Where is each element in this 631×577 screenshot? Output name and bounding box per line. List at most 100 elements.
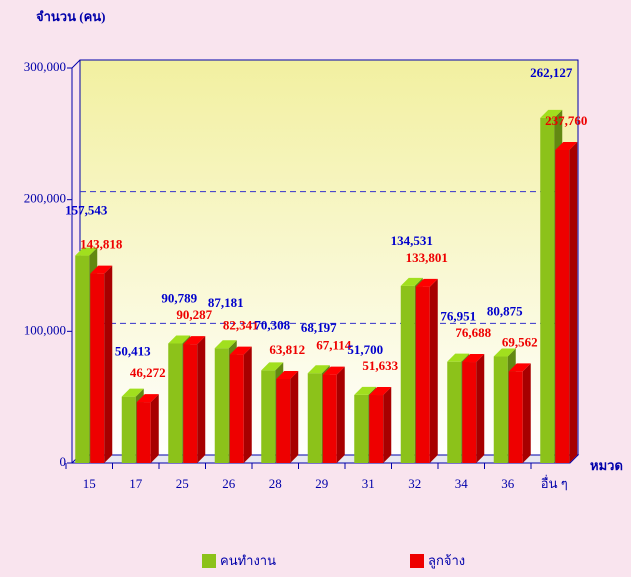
x-tick-label: 31 bbox=[362, 476, 375, 491]
value-label: 46,272 bbox=[130, 365, 166, 380]
legend-swatch bbox=[410, 554, 424, 568]
y-axis-label: จำนวน (คน) bbox=[36, 9, 105, 24]
bar bbox=[447, 361, 462, 463]
bar-top bbox=[508, 363, 531, 372]
value-label: 68,197 bbox=[301, 320, 337, 335]
bar-top bbox=[136, 394, 159, 403]
bar-top bbox=[276, 370, 299, 379]
bar bbox=[168, 343, 183, 463]
bar-top bbox=[90, 265, 113, 274]
x-tick-label: 26 bbox=[222, 476, 236, 491]
bar bbox=[136, 402, 151, 463]
bar-top bbox=[462, 354, 485, 363]
legend-label: คนทำงาน bbox=[220, 553, 276, 568]
bar-side bbox=[197, 336, 206, 463]
x-tick-label: 36 bbox=[501, 476, 515, 491]
bar-side bbox=[476, 354, 485, 463]
x-axis-label: หมวด bbox=[590, 458, 623, 473]
x-tick-label: 17 bbox=[129, 476, 143, 491]
x-tick-label: อื่น ๆ bbox=[541, 475, 568, 491]
bar-top bbox=[369, 387, 392, 396]
bar bbox=[415, 286, 430, 463]
bar-side bbox=[150, 394, 159, 463]
value-label: 157,543 bbox=[65, 203, 108, 218]
value-label: 76,688 bbox=[455, 325, 491, 340]
bar-top bbox=[307, 365, 330, 374]
bar-top bbox=[229, 346, 252, 355]
bar bbox=[261, 370, 276, 463]
bar-top bbox=[540, 109, 563, 118]
bar bbox=[400, 285, 415, 463]
bar-top bbox=[261, 362, 284, 371]
x-tick-label: 32 bbox=[408, 476, 421, 491]
bar-side bbox=[383, 387, 392, 463]
x-tick-label: 15 bbox=[83, 476, 96, 491]
bar bbox=[322, 374, 337, 463]
y-tick-label: 0 bbox=[60, 454, 67, 469]
value-label: 70,308 bbox=[254, 317, 290, 332]
x-tick-label: 25 bbox=[176, 476, 189, 491]
value-label: 82,341 bbox=[223, 318, 259, 333]
value-label: 69,562 bbox=[502, 334, 538, 349]
value-label: 80,875 bbox=[487, 303, 523, 318]
value-label: 134,531 bbox=[391, 233, 433, 248]
bar-top bbox=[214, 340, 237, 349]
bar-side bbox=[429, 278, 438, 463]
bar bbox=[493, 356, 508, 463]
y-tick-label: 300,000 bbox=[24, 59, 66, 74]
bar bbox=[540, 117, 555, 463]
y-tick-label: 200,000 bbox=[24, 191, 66, 206]
bar-top bbox=[415, 278, 438, 287]
bar-side bbox=[522, 363, 531, 463]
value-label: 90,789 bbox=[161, 290, 197, 305]
bar-top bbox=[493, 348, 516, 357]
value-label: 67,114 bbox=[316, 338, 352, 353]
bar-top bbox=[168, 335, 191, 344]
bar bbox=[75, 255, 90, 463]
bar-side bbox=[290, 370, 299, 463]
bar bbox=[276, 378, 291, 463]
y-tick-label: 100,000 bbox=[24, 322, 66, 337]
bar bbox=[229, 354, 244, 463]
bar-top bbox=[447, 353, 470, 362]
legend-swatch bbox=[202, 554, 216, 568]
value-label: 143,818 bbox=[80, 237, 123, 252]
bar bbox=[462, 362, 477, 463]
bar bbox=[354, 394, 369, 463]
bar bbox=[214, 348, 229, 463]
x-tick-label: 28 bbox=[269, 476, 282, 491]
bar bbox=[508, 371, 523, 463]
x-tick-label: 34 bbox=[455, 476, 469, 491]
bar bbox=[555, 149, 570, 463]
value-label: 87,181 bbox=[208, 295, 244, 310]
x-tick-label: 29 bbox=[315, 476, 328, 491]
value-label: 90,287 bbox=[176, 307, 212, 322]
value-label: 237,760 bbox=[545, 113, 587, 128]
bar bbox=[90, 273, 105, 463]
bar-top bbox=[322, 366, 345, 375]
value-label: 133,801 bbox=[406, 250, 448, 265]
bar-side bbox=[336, 366, 345, 463]
value-label: 76,951 bbox=[440, 309, 476, 324]
bar bbox=[121, 396, 136, 463]
value-label: 262,127 bbox=[530, 65, 573, 80]
bar-top bbox=[555, 141, 578, 150]
bar bbox=[307, 373, 322, 463]
bar-side bbox=[243, 346, 252, 463]
value-label: 63,812 bbox=[269, 342, 305, 357]
bar bbox=[369, 395, 384, 463]
bar-side bbox=[569, 141, 578, 463]
bar-top bbox=[75, 247, 98, 256]
bar-side bbox=[104, 265, 113, 463]
value-label: 51,700 bbox=[347, 342, 383, 357]
bar-top bbox=[400, 277, 423, 286]
bar-top bbox=[354, 386, 377, 395]
bar-top bbox=[121, 388, 144, 397]
bar-top bbox=[183, 336, 206, 345]
axis-edge bbox=[71, 59, 81, 69]
bar bbox=[183, 344, 198, 463]
value-label: 50,413 bbox=[115, 344, 151, 359]
legend-label: ลูกจ้าง bbox=[428, 553, 465, 569]
value-label: 51,633 bbox=[362, 358, 398, 373]
